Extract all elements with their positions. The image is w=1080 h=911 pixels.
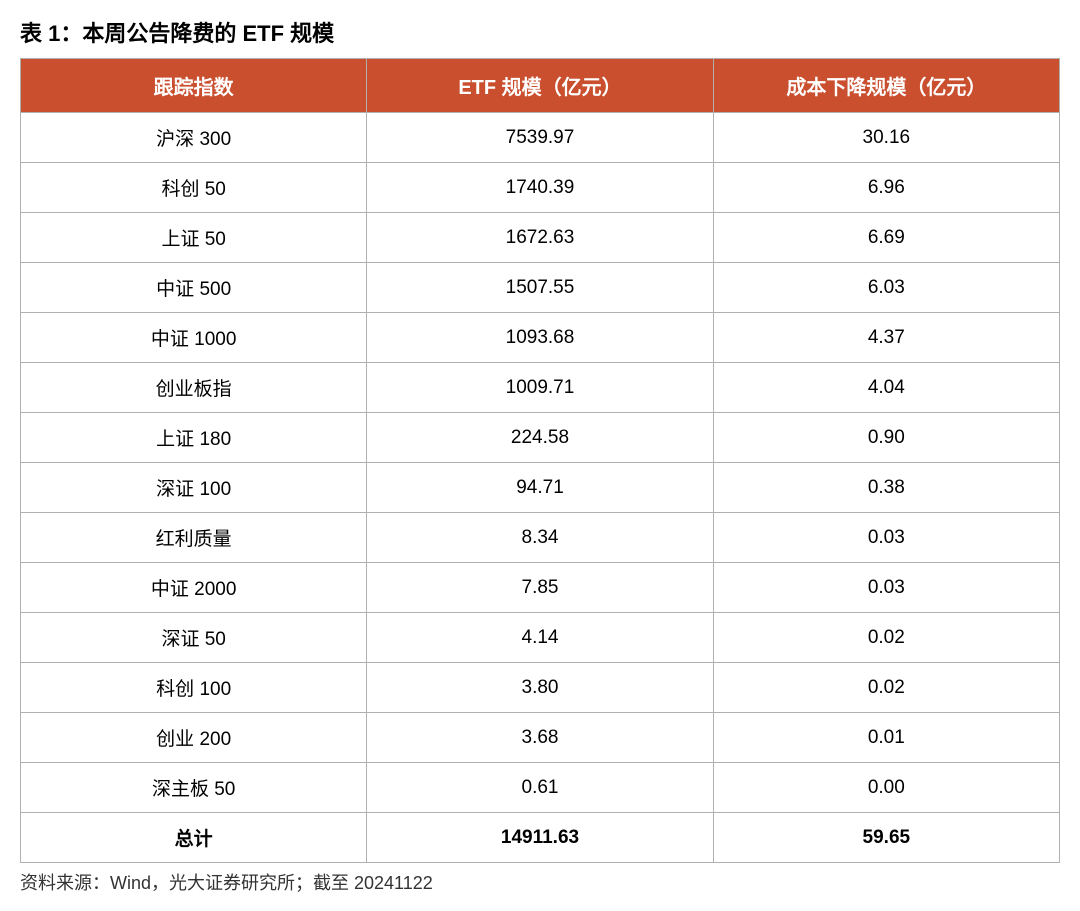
table-row: 上证 501672.636.69 — [21, 213, 1060, 263]
table-row: 红利质量8.340.03 — [21, 513, 1060, 563]
table-cell: 4.37 — [713, 313, 1059, 363]
table-cell: 7.85 — [367, 563, 713, 613]
table-cell: 创业板指 — [21, 363, 367, 413]
table-cell: 0.00 — [713, 763, 1059, 813]
table-cell: 1093.68 — [367, 313, 713, 363]
table-cell: 0.90 — [713, 413, 1059, 463]
table-total-row: 总计14911.6359.65 — [21, 813, 1060, 863]
table-cell: 科创 50 — [21, 163, 367, 213]
table-row: 创业板指1009.714.04 — [21, 363, 1060, 413]
table-total-cell: 总计 — [21, 813, 367, 863]
table-row: 科创 501740.396.96 — [21, 163, 1060, 213]
table-cell: 7539.97 — [367, 113, 713, 163]
table-total-cell: 14911.63 — [367, 813, 713, 863]
table-cell: 上证 180 — [21, 413, 367, 463]
table-cell: 4.14 — [367, 613, 713, 663]
table-row: 深主板 500.610.00 — [21, 763, 1060, 813]
table-cell: 0.61 — [367, 763, 713, 813]
table-row: 深证 504.140.02 — [21, 613, 1060, 663]
table-cell: 1507.55 — [367, 263, 713, 313]
etf-table: 跟踪指数 ETF 规模（亿元） 成本下降规模（亿元） 沪深 3007539.97… — [20, 58, 1060, 863]
table-cell: 中证 1000 — [21, 313, 367, 363]
table-row: 中证 5001507.556.03 — [21, 263, 1060, 313]
table-cell: 红利质量 — [21, 513, 367, 563]
table-row: 中证 20007.850.03 — [21, 563, 1060, 613]
table-cell: 中证 500 — [21, 263, 367, 313]
table-row: 沪深 3007539.9730.16 — [21, 113, 1060, 163]
table-row: 深证 10094.710.38 — [21, 463, 1060, 513]
table-cell: 94.71 — [367, 463, 713, 513]
table-cell: 科创 100 — [21, 663, 367, 713]
table-cell: 4.04 — [713, 363, 1059, 413]
table-body: 沪深 3007539.9730.16科创 501740.396.96上证 501… — [21, 113, 1060, 863]
table-cell: 深证 100 — [21, 463, 367, 513]
table-header-row: 跟踪指数 ETF 规模（亿元） 成本下降规模（亿元） — [21, 59, 1060, 113]
table-title: 表 1：本周公告降费的 ETF 规模 — [20, 16, 1060, 48]
table-cell: 6.96 — [713, 163, 1059, 213]
col-header-size: ETF 规模（亿元） — [367, 59, 713, 113]
table-cell: 1740.39 — [367, 163, 713, 213]
table-row: 创业 2003.680.01 — [21, 713, 1060, 763]
table-row: 科创 1003.800.02 — [21, 663, 1060, 713]
table-cell: 中证 2000 — [21, 563, 367, 613]
table-cell: 6.03 — [713, 263, 1059, 313]
table-cell: 沪深 300 — [21, 113, 367, 163]
table-cell: 0.02 — [713, 663, 1059, 713]
table-cell: 3.80 — [367, 663, 713, 713]
table-cell: 深证 50 — [21, 613, 367, 663]
table-cell: 224.58 — [367, 413, 713, 463]
table-row: 上证 180224.580.90 — [21, 413, 1060, 463]
col-header-cost: 成本下降规模（亿元） — [713, 59, 1059, 113]
table-cell: 8.34 — [367, 513, 713, 563]
table-cell: 6.69 — [713, 213, 1059, 263]
table-cell: 1009.71 — [367, 363, 713, 413]
table-cell: 深主板 50 — [21, 763, 367, 813]
table-cell: 30.16 — [713, 113, 1059, 163]
table-cell: 上证 50 — [21, 213, 367, 263]
source-text: 资料来源：Wind，光大证券研究所；截至 20241122 — [20, 869, 1060, 895]
table-cell: 创业 200 — [21, 713, 367, 763]
table-cell: 0.02 — [713, 613, 1059, 663]
table-cell: 0.01 — [713, 713, 1059, 763]
table-cell: 0.03 — [713, 513, 1059, 563]
table-cell: 1672.63 — [367, 213, 713, 263]
table-total-cell: 59.65 — [713, 813, 1059, 863]
col-header-index: 跟踪指数 — [21, 59, 367, 113]
table-cell: 0.38 — [713, 463, 1059, 513]
table-cell: 0.03 — [713, 563, 1059, 613]
table-row: 中证 10001093.684.37 — [21, 313, 1060, 363]
table-cell: 3.68 — [367, 713, 713, 763]
